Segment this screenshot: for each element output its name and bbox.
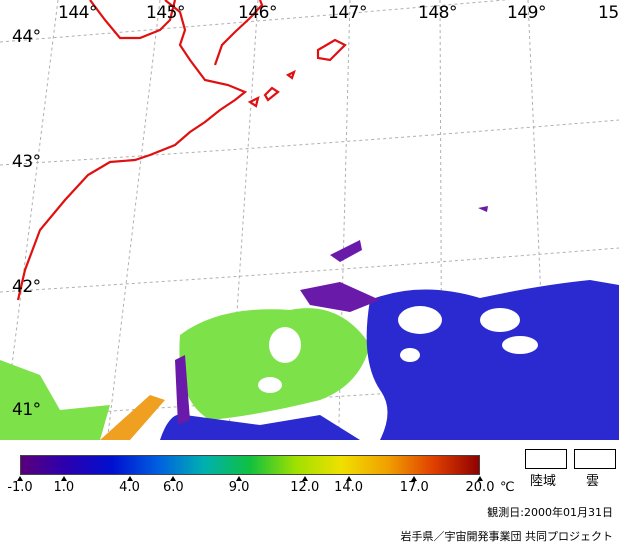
sst-coldest-1 bbox=[330, 240, 362, 262]
lat-label-43: 43° bbox=[12, 152, 41, 172]
colorbar-tick-mark bbox=[345, 476, 352, 481]
scale-area: -1.0 1.0 4.0 6.0 9.0 12.0 14.0 17.0 20.0 ℃ 陸域 雲 … bbox=[0, 440, 619, 546]
lon-label-145: 145° bbox=[146, 3, 185, 23]
hokkaido-coast bbox=[16, 0, 248, 301]
lat-line-44 bbox=[0, 0, 510, 43]
cloud-legend-swatch bbox=[574, 449, 616, 469]
lon-label-148: 148° bbox=[418, 3, 457, 23]
colorbar-tick-mark bbox=[411, 476, 418, 481]
island-4 bbox=[285, 69, 296, 80]
lon-label-147: 147° bbox=[328, 3, 367, 23]
lon-line-148 bbox=[439, 0, 443, 440]
lat-line-43 bbox=[0, 119, 619, 166]
cloud-gaps bbox=[258, 306, 538, 393]
colorbar-tick-mark bbox=[126, 476, 133, 481]
colorbar-tick-label: 4.0 bbox=[119, 480, 140, 495]
land-legend-label: 陸域 bbox=[530, 474, 557, 489]
colorbar-tick-mark bbox=[477, 476, 483, 481]
colorbar-tick-mark bbox=[301, 476, 308, 481]
colorbar-tick-label: -1.0 bbox=[7, 480, 33, 495]
island-3 bbox=[247, 95, 260, 108]
colorbar-tick-label: 6.0 bbox=[162, 480, 184, 495]
coastline bbox=[16, 0, 347, 301]
sst-coldest-3 bbox=[175, 355, 190, 425]
colorbar-tick-label: 12.0 bbox=[290, 480, 320, 495]
sst-mid-region bbox=[179, 308, 370, 420]
shiretoko bbox=[213, 0, 264, 66]
colorbar-tick-mark bbox=[170, 476, 177, 481]
temperature-colorbar bbox=[20, 455, 480, 475]
colorbar-tick-label: 14.0 bbox=[334, 480, 364, 495]
colorbar-tick-label: 20.0 bbox=[465, 480, 495, 495]
sst-coldest-4 bbox=[478, 206, 488, 212]
sst-coldest-2 bbox=[300, 282, 380, 312]
observation-date: 観測日:2000年01月31日 bbox=[487, 506, 613, 519]
island-1 bbox=[316, 38, 347, 62]
land-legend-swatch bbox=[525, 449, 567, 469]
unit-label: ℃ bbox=[500, 480, 515, 495]
colorbar-tick-mark bbox=[236, 476, 243, 481]
sst-warm-region bbox=[100, 395, 165, 440]
lon-label-150: 15 bbox=[598, 3, 619, 23]
colorbar-tick-label: 1.0 bbox=[53, 480, 75, 495]
island-2 bbox=[263, 86, 280, 102]
credit-line: 岩手県／宇宙開発事業団 共同プロジェクト bbox=[400, 530, 614, 543]
lon-label-144: 144° bbox=[58, 3, 97, 23]
colorbar-tick-label: 9.0 bbox=[228, 480, 250, 495]
sst-map bbox=[0, 0, 619, 440]
sst-cold-mid bbox=[160, 414, 360, 440]
colorbar-tick-mark bbox=[60, 476, 67, 481]
hokkaido-north bbox=[89, 0, 177, 40]
lon-line-149 bbox=[527, 0, 548, 440]
lon-label-149: 149° bbox=[507, 3, 546, 23]
sst-data bbox=[0, 206, 619, 440]
lat-label-41: 41° bbox=[12, 400, 41, 420]
sst-mid-left bbox=[0, 360, 110, 440]
lon-label-146: 146° bbox=[238, 3, 277, 23]
colorbar-tick-label: 17.0 bbox=[399, 480, 429, 495]
lon-line-145 bbox=[106, 0, 161, 440]
lat-line-42 bbox=[0, 247, 619, 293]
cloud-legend-label: 雲 bbox=[586, 474, 600, 489]
lat-label-42: 42° bbox=[12, 277, 41, 297]
lon-line-147 bbox=[338, 0, 351, 440]
lat-label-44: 44° bbox=[12, 27, 41, 47]
colorbar-tick-mark bbox=[17, 476, 23, 481]
